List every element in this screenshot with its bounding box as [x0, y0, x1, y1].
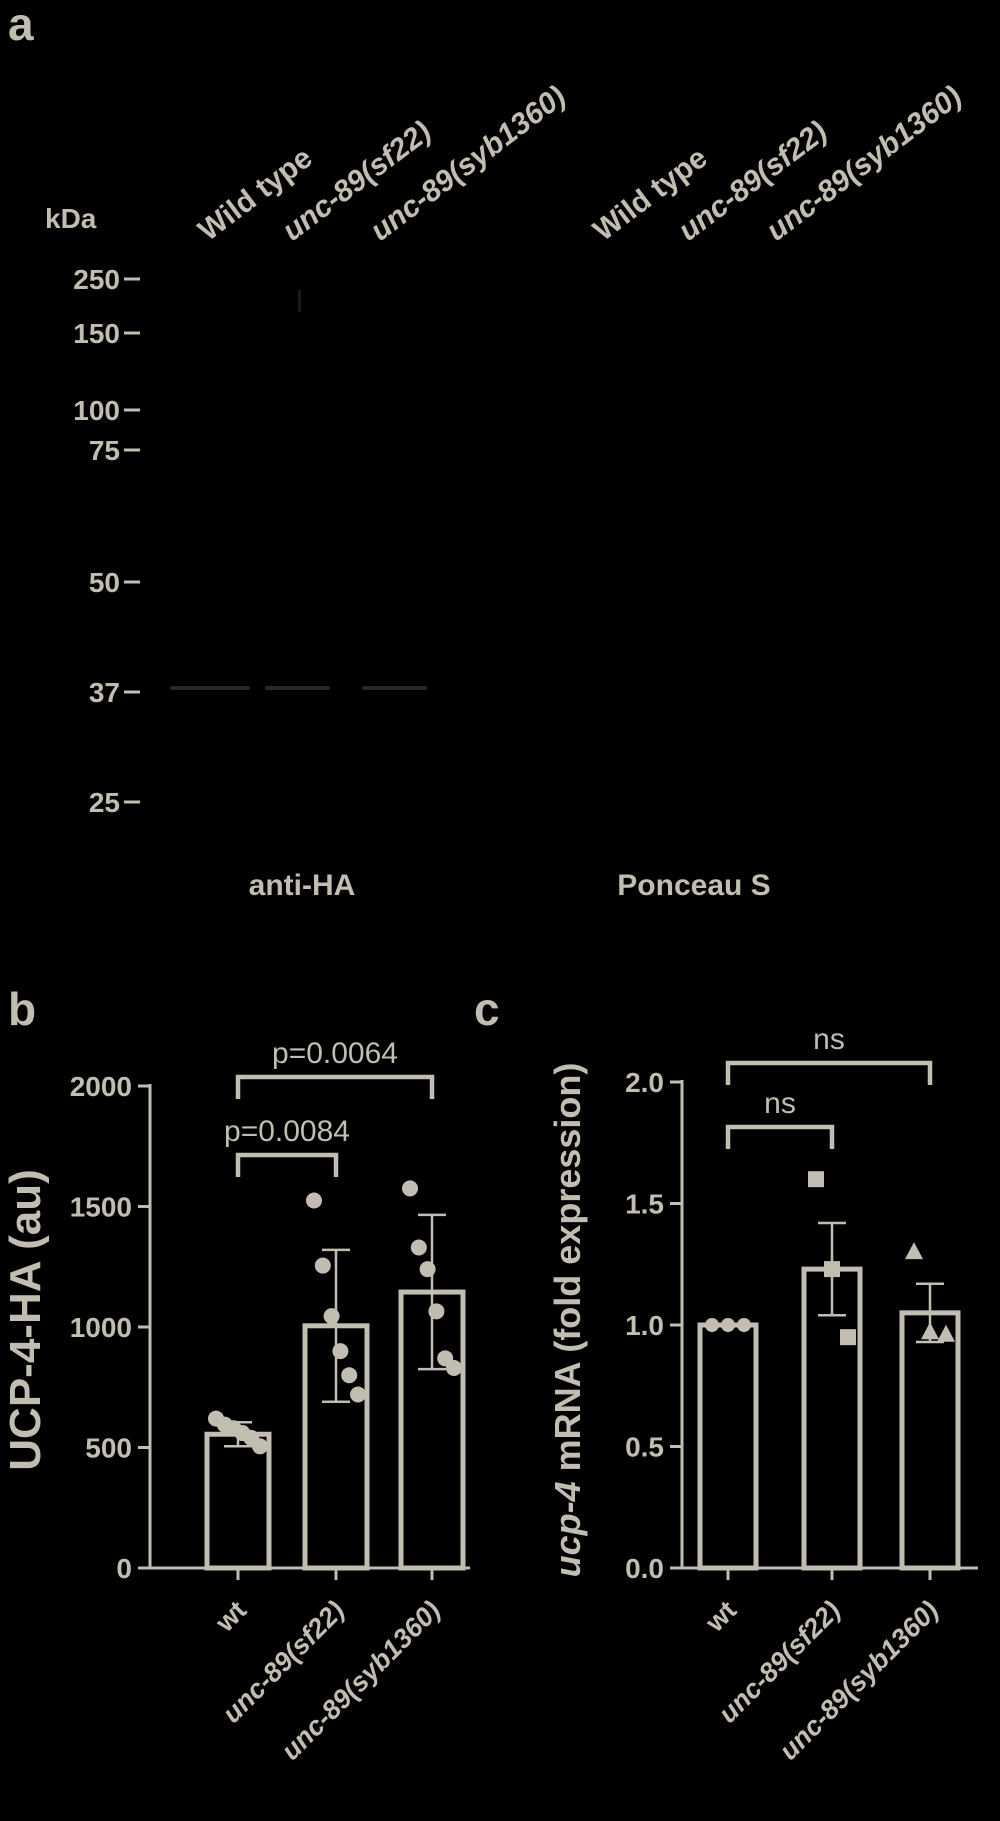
panel-a-western-blot: a kDa 250 150 100 75 50 37 25 Wild type unc-89… — [8, 0, 968, 902]
panel-b-point-unc-89-sf22-4 — [341, 1367, 358, 1384]
panel-b-point-unc-89-syb1360-1 — [410, 1239, 427, 1256]
panel-b-bar-wt — [204, 1431, 272, 1571]
band-smear-high — [298, 290, 301, 312]
panel-c-ytick-label-0: 0.0 — [625, 1553, 664, 1584]
panel-b-xlabel-wt: wt — [209, 1595, 252, 1638]
panel-c-chart: c ucp-4 mRNA (fold expression) 0.0 0.5 1.0… — [474, 983, 978, 1766]
panel-c-point-unc-89-sf22-0 — [808, 1171, 824, 1188]
panel-c-xlabel-wt: wt — [699, 1595, 742, 1638]
panel-c-bar-wt — [697, 1322, 759, 1571]
marker-150: 150 — [73, 318, 120, 349]
panel-c-ytick-label-2: 1.0 — [625, 1310, 664, 1341]
panel-c-bracket-0 — [725, 1124, 835, 1149]
lane-labels-left: Wild type unc-89(sf22) unc-89(syb1360) — [192, 80, 572, 248]
marker-75: 75 — [89, 435, 120, 466]
panel-b-point-unc-89-syb1360-5 — [446, 1359, 462, 1376]
band-wild-type — [170, 686, 250, 690]
panel-b-point-wt-5 — [252, 1438, 268, 1455]
panel-c-bracket-1 — [725, 1060, 933, 1085]
panel-b-ytick-label-3: 1500 — [70, 1192, 132, 1223]
marker-50: 50 — [89, 567, 120, 598]
panel-b-xlabel-unc-89-syb1360: unc-89(syb1360) — [275, 1595, 446, 1766]
marker-100: 100 — [73, 395, 120, 426]
panel-c-point-unc-89-sf22-1 — [824, 1261, 840, 1278]
blot-label-anti-ha: anti-HA — [249, 869, 356, 902]
panel-c-ytick-label-3: 1.5 — [625, 1189, 664, 1220]
panel-c-point-unc-89-syb1360-0 — [905, 1242, 923, 1260]
panel-b-letter: b — [8, 983, 36, 1035]
panel-c-point-unc-89-syb1360-2 — [937, 1324, 955, 1342]
panel-b-bracket-0 — [235, 1152, 339, 1177]
blot-bands — [170, 290, 427, 690]
panel-b-point-unc-89-syb1360-2 — [419, 1261, 436, 1278]
panel-c-ytick-label-4: 2.0 — [625, 1067, 664, 1098]
panel-c-point-wt-2 — [737, 1318, 751, 1332]
marker-37: 37 — [89, 677, 120, 708]
panel-c-ylabel-gene: ucp-4 — [547, 1481, 588, 1577]
panel-b-ylabel: UCP-4-HA (au) — [1, 1169, 50, 1470]
panel-c-ylabel: ucp-4 mRNA (fold expression) — [547, 1063, 588, 1578]
panel-b-bracket-label-1: p=0.0064 — [272, 1037, 398, 1070]
panel-c-point-wt-1 — [721, 1318, 735, 1332]
panel-b-ytick-label-2: 1000 — [70, 1312, 132, 1343]
panel-b-point-unc-89-syb1360-0 — [402, 1180, 418, 1197]
panel-b-point-unc-89-sf22-0 — [306, 1192, 322, 1209]
panel-b-point-unc-89-sf22-2 — [323, 1308, 340, 1325]
panel-b-point-unc-89-sf22-1 — [314, 1257, 331, 1274]
lane-label-sf22-right: unc-89(sf22) — [672, 115, 833, 248]
band-syb1360 — [362, 686, 427, 690]
lane-label-sf22-left: unc-89(sf22) — [276, 115, 437, 248]
molecular-weight-markers: 250 150 100 75 50 37 25 — [73, 264, 140, 818]
panel-b-point-unc-89-sf22-3 — [332, 1343, 349, 1360]
panel-c-bracket-label-1: ns — [813, 1023, 845, 1056]
panel-c-ytick-label-1: 0.5 — [625, 1432, 664, 1463]
lane-labels-right: Wild type unc-89(sf22) unc-89(syb1360) — [587, 80, 968, 248]
panel-b-chart: b UCP-4-HA (au) 0 500 1000 1500 2000 wt unc-89… — [1, 983, 470, 1766]
band-sf22 — [265, 686, 330, 690]
kda-label: kDa — [45, 203, 97, 234]
panel-c-point-unc-89-sf22-2 — [840, 1329, 856, 1346]
panel-a-letter: a — [8, 0, 34, 50]
panel-c-bracket-label-0: ns — [764, 1087, 796, 1120]
blot-label-ponceau-s: Ponceau S — [617, 869, 770, 902]
panel-b-point-unc-89-sf22-5 — [350, 1386, 366, 1403]
marker-25: 25 — [89, 787, 120, 818]
panel-b-ytick-label-4: 2000 — [70, 1071, 132, 1102]
panel-c-point-unc-89-syb1360-1 — [921, 1322, 939, 1340]
panel-c-letter: c — [474, 983, 500, 1035]
panel-b-point-unc-89-syb1360-3 — [428, 1303, 445, 1320]
panel-c-ylabel-rest: mRNA (fold expression) — [547, 1063, 588, 1482]
panel-b-bracket-label-0: p=0.0084 — [224, 1115, 350, 1148]
panel-c-bar-unc-89-syb1360 — [899, 1310, 961, 1571]
panel-c-point-wt-0 — [705, 1318, 719, 1332]
panel-b-ytick-label-1: 500 — [85, 1433, 132, 1464]
panel-b-bracket-1 — [235, 1074, 435, 1099]
marker-250: 250 — [73, 264, 120, 295]
panel-b-ytick-label-0: 0 — [116, 1553, 132, 1584]
